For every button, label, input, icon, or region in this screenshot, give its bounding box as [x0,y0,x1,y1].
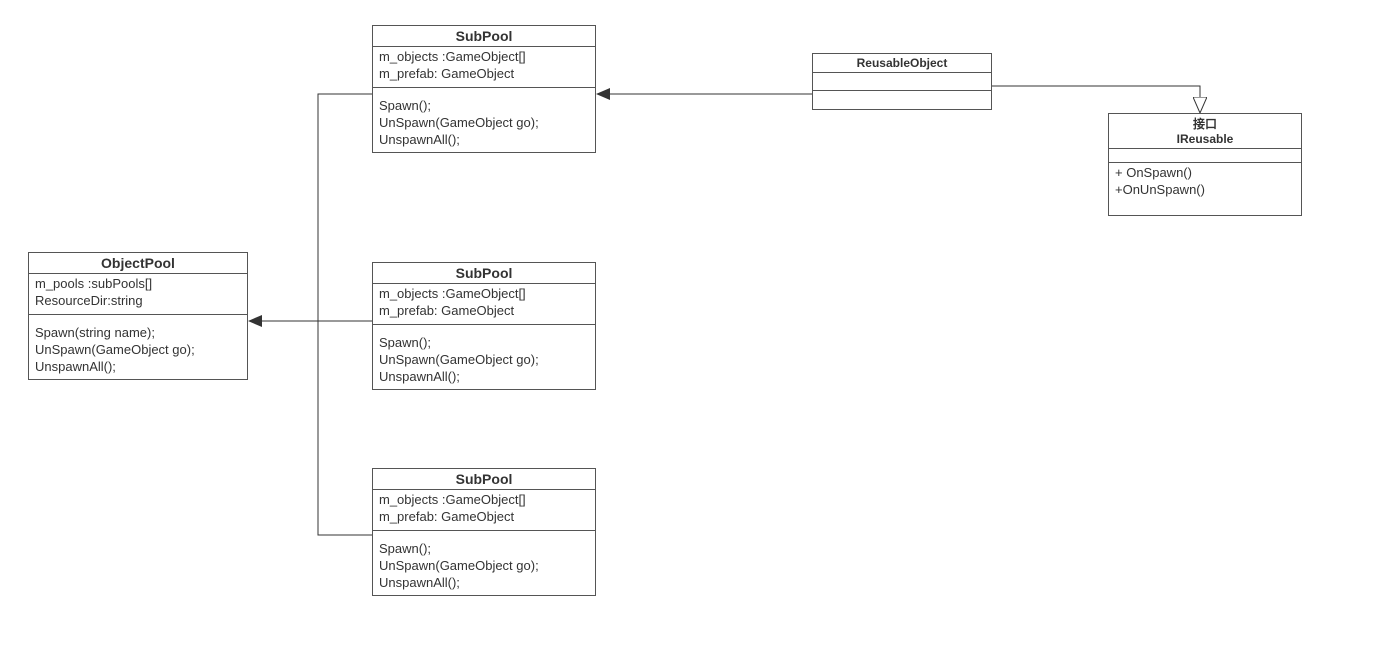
class-attributes: m_objects :GameObject[] m_prefab: GameOb… [373,490,595,531]
class-title: ReusableObject [813,54,991,73]
method-line: UnspawnAll(); [379,132,589,149]
method-line: Spawn(); [379,98,589,115]
class-methods: + OnSpawn() +OnUnSpawn() [1109,163,1301,215]
class-methods: Spawn(); UnSpawn(GameObject go); Unspawn… [373,531,595,596]
method-line: Spawn(string name); [35,325,241,342]
attr-line: m_pools :subPools[] [35,276,241,293]
stereotype-label: 接口 [1109,114,1301,132]
attr-line: m_objects :GameObject[] [379,286,589,303]
method-line: UnSpawn(GameObject go); [35,342,241,359]
method-line: Spawn(); [379,541,589,558]
method-line: UnSpawn(GameObject go); [379,558,589,575]
method-line: + OnSpawn() [1115,165,1295,182]
method-line: Spawn(); [379,335,589,352]
class-attributes [1109,149,1301,163]
class-title: SubPool [373,263,595,284]
class-title: SubPool [373,469,595,490]
class-subpool-3: SubPool m_objects :GameObject[] m_prefab… [372,468,596,596]
interface-ireusable: 接口 IReusable + OnSpawn() +OnUnSpawn() [1108,113,1302,216]
class-subpool-2: SubPool m_objects :GameObject[] m_prefab… [372,262,596,390]
class-attributes: m_objects :GameObject[] m_prefab: GameOb… [373,284,595,325]
class-title: SubPool [373,26,595,47]
class-objectpool: ObjectPool m_pools :subPools[] ResourceD… [28,252,248,380]
method-line: +OnUnSpawn() [1115,182,1295,199]
class-methods: Spawn(string name); UnSpawn(GameObject g… [29,315,247,380]
attr-line: m_objects :GameObject[] [379,49,589,66]
class-title: IReusable [1109,132,1301,148]
class-methods: Spawn(); UnSpawn(GameObject go); Unspawn… [373,88,595,153]
method-line: UnSpawn(GameObject go); [379,352,589,369]
class-methods [813,91,991,109]
attr-line: m_prefab: GameObject [379,66,589,83]
class-title: ObjectPool [29,253,247,274]
class-attributes [813,73,991,91]
attr-line: m_prefab: GameObject [379,509,589,526]
class-subpool-1: SubPool m_objects :GameObject[] m_prefab… [372,25,596,153]
edge-subpool3-branch [318,321,372,535]
class-reusableobject: ReusableObject [812,53,992,110]
edge-subpool1-branch [318,94,372,321]
class-attributes: m_objects :GameObject[] m_prefab: GameOb… [373,47,595,88]
method-line: UnspawnAll(); [35,359,241,376]
class-methods: Spawn(); UnSpawn(GameObject go); Unspawn… [373,325,595,390]
edge-reusable-ireusable [992,86,1200,112]
method-line: UnspawnAll(); [379,369,589,386]
attr-line: m_prefab: GameObject [379,303,589,320]
method-line: UnspawnAll(); [379,575,589,592]
method-line: UnSpawn(GameObject go); [379,115,589,132]
attr-line: ResourceDir:string [35,293,241,310]
class-attributes: m_pools :subPools[] ResourceDir:string [29,274,247,315]
attr-line: m_objects :GameObject[] [379,492,589,509]
